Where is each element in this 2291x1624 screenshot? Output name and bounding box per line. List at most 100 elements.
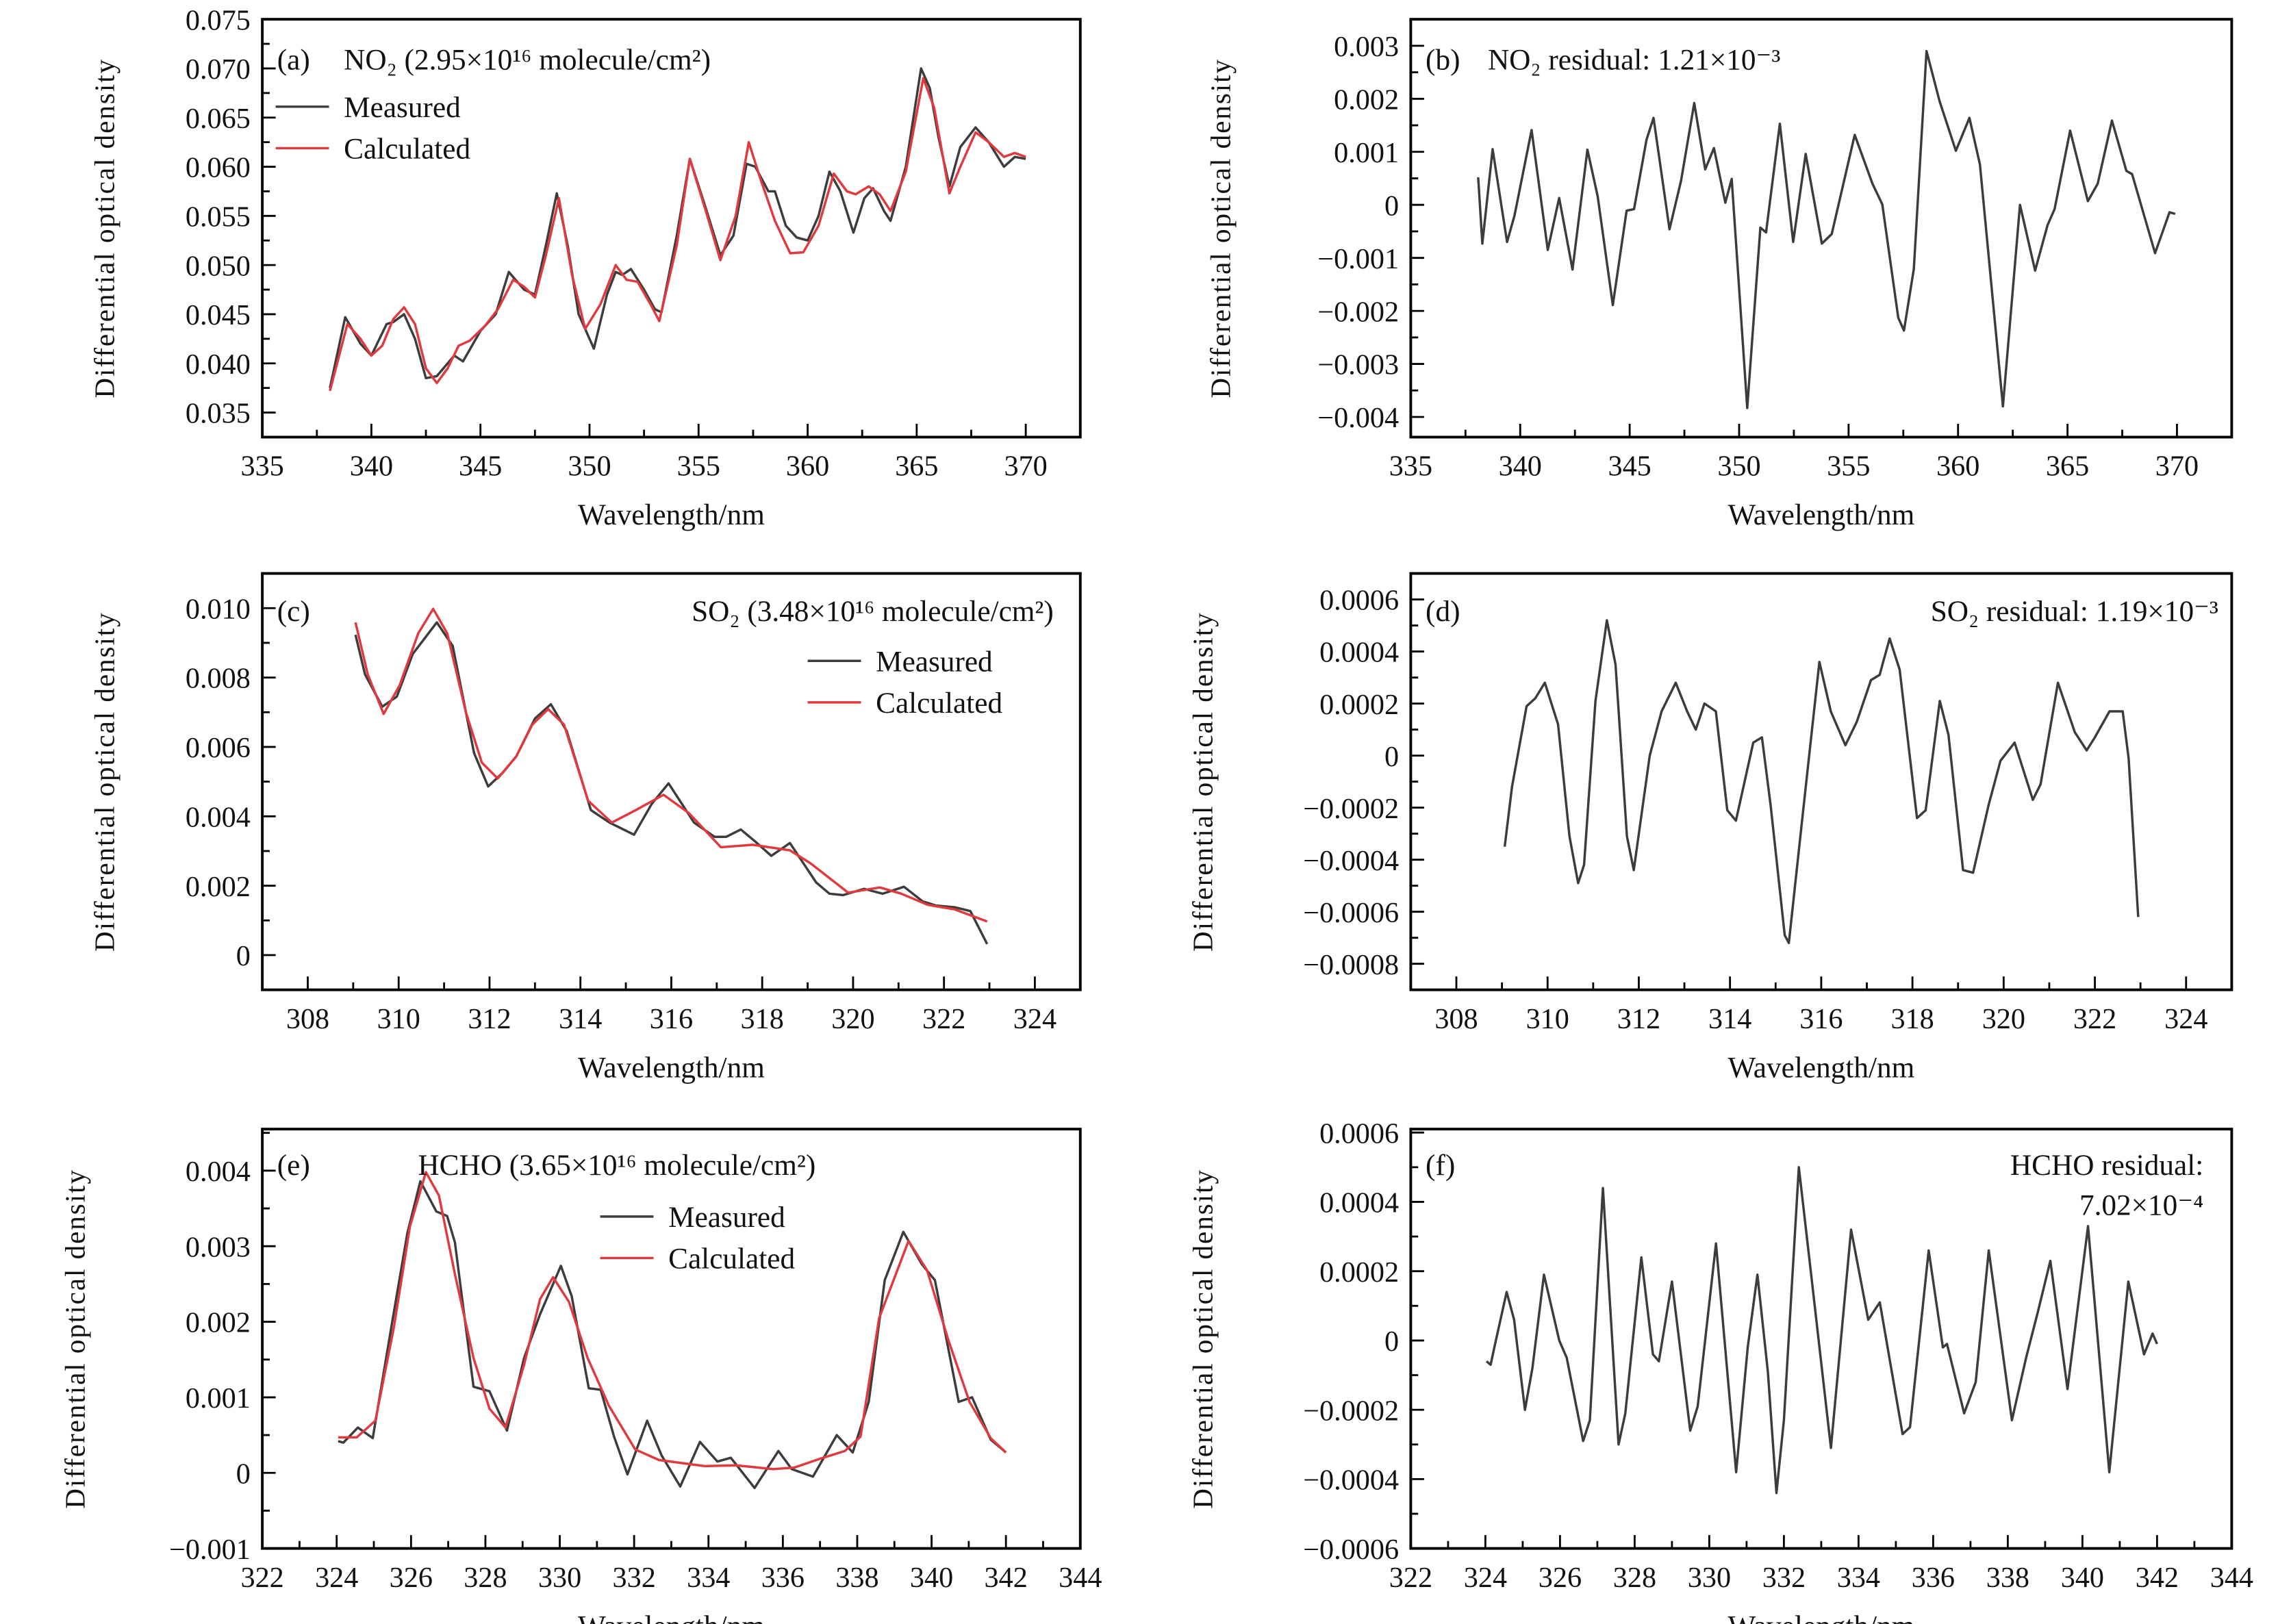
x-tick-label: 350	[1717, 451, 1760, 483]
x-axis-label: Wavelength/nm	[578, 1051, 765, 1084]
x-tick-label: 318	[741, 1003, 784, 1035]
x-tick-label: 332	[613, 1562, 656, 1594]
legend-label: Calculated	[344, 133, 470, 166]
x-axis-label: Wavelength/nm	[1727, 1610, 1914, 1624]
y-tick-label: 0.004	[186, 801, 251, 833]
panel-b: 335 340 345 350 355 360 365 370 −0.004 −0.003 −0.0…	[1204, 18, 2233, 531]
x-tick-label: 344	[2210, 1562, 2253, 1594]
y-tick-label: −0.001	[1317, 243, 1399, 275]
y-tick-label: 0	[1384, 190, 1399, 222]
panel-annotation-line2: 7.02×10⁻⁴	[2079, 1189, 2203, 1222]
series-line-measured	[354, 621, 989, 945]
legend-label: Measured	[876, 645, 993, 678]
y-tick-label: 0.045	[186, 299, 251, 331]
panel-c: 308 310 312 314 316 318 320 322 324 0 0.002 0.004 0.…	[89, 572, 1082, 1084]
series-line-calculated	[354, 607, 988, 923]
panel-annotation: SO₂ residual: 1.19×10⁻³	[1931, 595, 2218, 628]
x-tick-label: 324	[315, 1562, 358, 1594]
x-tick-label: 335	[1389, 451, 1432, 483]
y-tick-label: −0.0002	[1303, 793, 1399, 825]
x-tick-label: 324	[2164, 1003, 2207, 1035]
y-tick-label: 0.008	[186, 663, 251, 695]
y-tick-label: 0.050	[186, 250, 251, 282]
y-tick-label: 0.0002	[1319, 689, 1399, 721]
y-tick-label: 0.065	[186, 103, 251, 135]
y-tick-label: 0.0006	[1319, 1117, 1399, 1150]
y-tick-label: 0.001	[186, 1382, 251, 1414]
y-tick-label: 0.010	[186, 593, 251, 625]
y-tick-label: −0.0006	[1303, 1534, 1399, 1566]
x-tick-label: 310	[1526, 1003, 1569, 1035]
y-tick-label: 0.0004	[1319, 1187, 1399, 1219]
plot-frame	[1409, 572, 2233, 991]
x-tick-label: 332	[1762, 1562, 1806, 1594]
y-tick-label: 0.002	[186, 1307, 251, 1339]
y-tick-label: 0	[236, 940, 251, 972]
x-tick-label: 312	[1617, 1003, 1660, 1035]
series-line-measured	[338, 1180, 1007, 1490]
x-tick-label: 340	[910, 1562, 953, 1594]
x-tick-label: 322	[240, 1562, 283, 1594]
y-tick-label: 0.004	[186, 1156, 251, 1188]
y-axis-label: Differential optical density	[89, 611, 121, 952]
panel-f: 322 324 326 328 330 332 334 336 338 340 342 344 −0.0…	[1187, 1117, 2253, 1624]
y-tick-label: −0.0006	[1303, 897, 1399, 929]
x-tick-label: 322	[1389, 1562, 1432, 1594]
panel-label: (d)	[1426, 595, 1460, 628]
plot-frame	[261, 1128, 1082, 1550]
x-tick-label: 314	[559, 1003, 602, 1035]
x-axis-label: Wavelength/nm	[1727, 1051, 1914, 1084]
panel-a: 335 340 345 350 355 360 365 370 0.035 0.040 0.045 0…	[89, 4, 1082, 531]
x-axis-label: Wavelength/nm	[578, 498, 765, 531]
x-tick-label: 330	[1688, 1562, 1731, 1594]
x-tick-label: 322	[922, 1003, 965, 1035]
x-tick-label: 334	[1837, 1562, 1880, 1594]
x-tick-label: 335	[240, 451, 283, 483]
x-tick-label: 308	[286, 1003, 329, 1035]
y-tick-label: −0.001	[169, 1534, 251, 1566]
y-tick-label: 0.060	[186, 152, 251, 184]
x-tick-label: 338	[1986, 1562, 2029, 1594]
x-tick-label: 324	[1013, 1003, 1056, 1035]
y-tick-label: 0	[236, 1458, 251, 1490]
x-axis-label: Wavelength/nm	[578, 1610, 765, 1624]
panel-e: 322 324 326 328 330 332 334 336 338 340 342 344 −0.0…	[59, 1128, 1102, 1624]
panel-annotation: NO₂ (2.95×10¹⁶ molecule/cm²)	[344, 44, 711, 77]
plot-frame	[261, 18, 1082, 439]
x-tick-label: 360	[786, 451, 829, 483]
x-tick-label: 355	[1827, 451, 1870, 483]
plot-frame	[261, 572, 1082, 991]
x-tick-label: 322	[2073, 1003, 2116, 1035]
x-tick-label: 308	[1434, 1003, 1478, 1035]
legend-label: Measured	[344, 91, 461, 124]
y-tick-label: 0.075	[186, 4, 251, 36]
x-tick-label: 328	[1613, 1562, 1656, 1594]
legend-label: Calculated	[876, 687, 1002, 720]
x-axis-label: Wavelength/nm	[1727, 498, 1914, 531]
legend: Measured Calculated	[275, 91, 471, 166]
y-axis-label: Differential optical density	[1187, 1169, 1218, 1509]
x-tick-label: 340	[2061, 1562, 2104, 1594]
panel-annotation: HCHO (3.65×10¹⁶ molecule/cm²)	[418, 1149, 815, 1182]
y-tick-label: 0.0002	[1319, 1256, 1399, 1289]
x-tick-label: 365	[2046, 451, 2089, 483]
panel-label: (b)	[1426, 44, 1460, 77]
x-tick-label: 310	[377, 1003, 420, 1035]
x-tick-label: 370	[2155, 451, 2199, 483]
x-tick-label: 312	[468, 1003, 511, 1035]
y-tick-label: 0.003	[1334, 31, 1399, 63]
series-line-residual	[1485, 1166, 2158, 1495]
y-tick-label: 0	[1384, 741, 1399, 773]
legend-label: Measured	[668, 1201, 785, 1234]
x-tick-label: 355	[677, 451, 720, 483]
x-tick-label: 345	[459, 451, 502, 483]
series-line-calculated	[329, 77, 1026, 392]
y-tick-label: 0.003	[186, 1231, 251, 1263]
x-tick-label: 314	[1708, 1003, 1751, 1035]
panel-label: (a)	[277, 44, 310, 77]
panel-annotation: NO₂ residual: 1.21×10⁻³	[1488, 44, 1780, 77]
series-line-residual	[1477, 49, 2176, 409]
x-tick-label: 340	[350, 451, 393, 483]
y-tick-label: −0.002	[1317, 296, 1399, 328]
